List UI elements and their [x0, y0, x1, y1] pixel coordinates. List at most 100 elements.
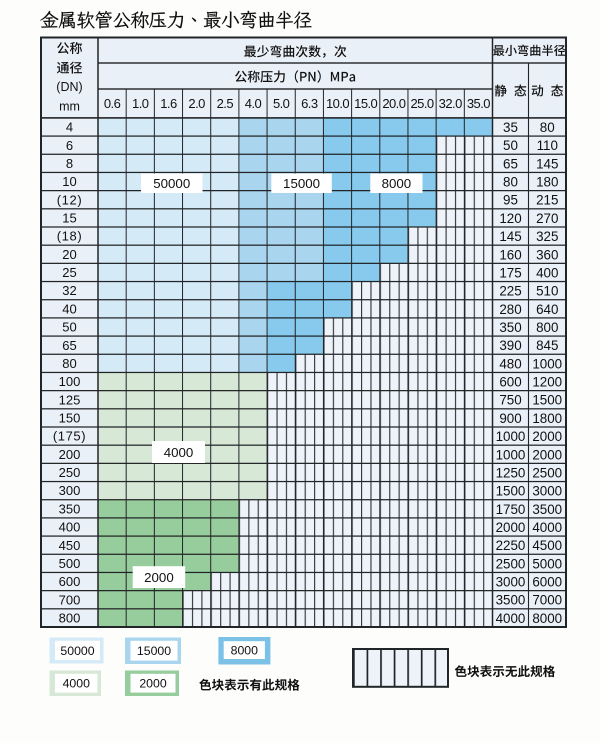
- svg-text:6: 6: [66, 138, 73, 153]
- svg-text:300: 300: [59, 483, 81, 498]
- svg-text:2000: 2000: [532, 429, 562, 444]
- svg-text:800: 800: [536, 320, 558, 335]
- svg-text:600: 600: [59, 574, 81, 589]
- svg-text:35: 35: [503, 120, 518, 135]
- svg-text:1250: 1250: [496, 465, 526, 480]
- svg-text:(175): (175): [53, 429, 86, 444]
- svg-text:10: 10: [62, 174, 76, 189]
- svg-text:200: 200: [59, 447, 81, 462]
- svg-text:145: 145: [499, 229, 521, 244]
- svg-text:600: 600: [499, 375, 521, 390]
- svg-text:20: 20: [62, 247, 76, 262]
- svg-text:25: 25: [62, 265, 76, 280]
- svg-text:480: 480: [499, 356, 521, 371]
- svg-text:4000: 4000: [164, 445, 194, 460]
- svg-text:50: 50: [62, 320, 76, 335]
- svg-text:(18): (18): [57, 229, 83, 244]
- svg-text:145: 145: [536, 156, 558, 171]
- svg-text:1000: 1000: [496, 447, 526, 462]
- svg-text:160: 160: [499, 247, 521, 262]
- svg-text:2.5: 2.5: [217, 96, 234, 111]
- svg-text:8000: 8000: [532, 611, 562, 626]
- svg-text:50000: 50000: [60, 644, 94, 658]
- svg-text:80: 80: [540, 120, 555, 135]
- svg-text:95: 95: [503, 193, 518, 208]
- svg-text:15000: 15000: [137, 644, 171, 658]
- svg-text:4.0: 4.0: [245, 96, 262, 111]
- svg-text:4000: 4000: [63, 677, 91, 691]
- svg-text:1200: 1200: [532, 375, 562, 390]
- svg-text:1.0: 1.0: [132, 96, 149, 111]
- svg-text:180: 180: [536, 175, 558, 190]
- svg-text:4000: 4000: [496, 611, 526, 626]
- svg-text:1.6: 1.6: [160, 96, 177, 111]
- svg-text:65: 65: [62, 338, 76, 353]
- svg-text:2000: 2000: [496, 520, 526, 535]
- svg-text:20.0: 20.0: [382, 96, 405, 111]
- svg-text:(12): (12): [57, 192, 83, 207]
- svg-text:1500: 1500: [532, 393, 562, 408]
- svg-text:4: 4: [66, 120, 73, 135]
- svg-text:325: 325: [536, 229, 558, 244]
- svg-text:35.0: 35.0: [467, 96, 490, 111]
- svg-text:15.0: 15.0: [354, 96, 377, 111]
- svg-text:mm: mm: [59, 100, 80, 114]
- svg-text:640: 640: [536, 302, 558, 317]
- svg-text:400: 400: [59, 520, 81, 535]
- svg-text:50000: 50000: [153, 176, 190, 191]
- svg-text:400: 400: [536, 265, 558, 280]
- svg-text:3500: 3500: [532, 502, 562, 517]
- svg-text:8000: 8000: [382, 176, 412, 191]
- svg-text:1000: 1000: [532, 356, 562, 371]
- svg-text:280: 280: [499, 302, 521, 317]
- svg-text:2250: 2250: [496, 538, 526, 553]
- svg-text:120: 120: [499, 211, 521, 226]
- svg-text:65: 65: [503, 156, 518, 171]
- svg-text:225: 225: [499, 284, 521, 299]
- svg-text:175: 175: [499, 265, 521, 280]
- svg-text:50: 50: [503, 138, 518, 153]
- svg-text:150: 150: [59, 411, 81, 426]
- svg-text:5000: 5000: [532, 556, 562, 571]
- svg-text:3000: 3000: [496, 575, 526, 590]
- svg-text:350: 350: [59, 501, 81, 516]
- svg-text:845: 845: [536, 338, 558, 353]
- svg-text:250: 250: [59, 465, 81, 480]
- svg-text:2000: 2000: [532, 447, 562, 462]
- svg-text:510: 510: [536, 284, 558, 299]
- svg-text:0.6: 0.6: [104, 96, 121, 111]
- svg-text:500: 500: [59, 556, 81, 571]
- svg-text:8: 8: [66, 156, 73, 171]
- svg-text:750: 750: [499, 393, 521, 408]
- svg-text:4500: 4500: [532, 538, 562, 553]
- svg-text:2.0: 2.0: [188, 96, 205, 111]
- svg-text:2500: 2500: [532, 465, 562, 480]
- svg-text:100: 100: [59, 374, 81, 389]
- svg-text:1800: 1800: [532, 411, 562, 426]
- svg-text:80: 80: [503, 175, 518, 190]
- svg-text:25.0: 25.0: [410, 96, 433, 111]
- svg-text:8000: 8000: [231, 644, 259, 658]
- svg-text:1000: 1000: [496, 429, 526, 444]
- svg-text:80: 80: [62, 356, 76, 371]
- svg-text:1500: 1500: [496, 484, 526, 499]
- svg-text:700: 700: [59, 592, 81, 607]
- svg-text:1750: 1750: [496, 502, 526, 517]
- svg-text:360: 360: [536, 247, 558, 262]
- svg-text:6000: 6000: [532, 575, 562, 590]
- svg-text:7000: 7000: [532, 593, 562, 608]
- svg-text:(DN): (DN): [56, 80, 82, 94]
- svg-text:215: 215: [536, 193, 558, 208]
- svg-text:6.3: 6.3: [301, 96, 318, 111]
- svg-text:900: 900: [499, 411, 521, 426]
- svg-text:4000: 4000: [532, 520, 562, 535]
- svg-text:450: 450: [59, 538, 81, 553]
- svg-text:2000: 2000: [144, 570, 174, 585]
- svg-text:2500: 2500: [496, 556, 526, 571]
- svg-text:125: 125: [59, 392, 81, 407]
- svg-text:32.0: 32.0: [439, 96, 462, 111]
- svg-text:10.0: 10.0: [326, 96, 349, 111]
- svg-text:32: 32: [62, 283, 76, 298]
- svg-text:800: 800: [59, 611, 81, 626]
- svg-text:390: 390: [499, 338, 521, 353]
